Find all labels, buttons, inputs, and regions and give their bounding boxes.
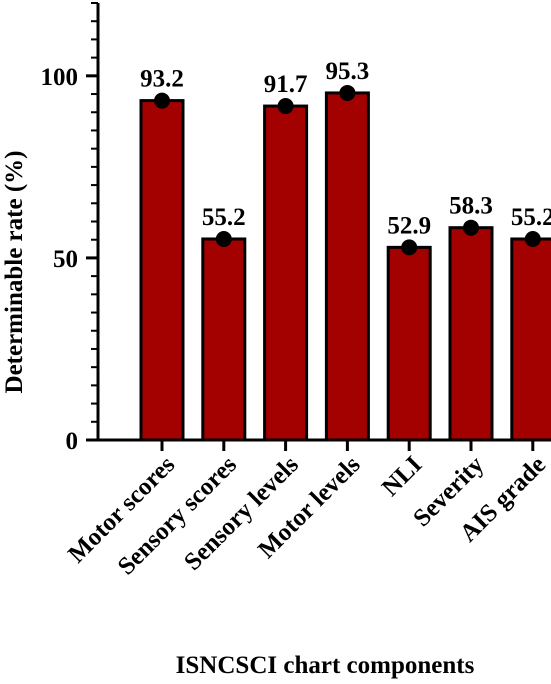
data-point-marker xyxy=(339,84,356,101)
data-label: 55.2 xyxy=(202,204,246,231)
y-axis-label: Determinable rate (%) xyxy=(1,151,28,394)
x-axis-label: ISNCSCI chart components xyxy=(176,652,475,679)
data-label: 91.7 xyxy=(264,71,308,98)
bar xyxy=(139,99,185,442)
bars xyxy=(139,84,551,442)
data-label: 58.3 xyxy=(449,193,493,220)
y-tick-label: 50 xyxy=(53,246,78,273)
data-point-marker xyxy=(277,98,294,115)
bar xyxy=(201,237,247,442)
data-label: 95.3 xyxy=(326,58,370,85)
bar xyxy=(448,226,494,442)
data-point-marker xyxy=(401,239,418,256)
bar xyxy=(386,245,432,442)
bar xyxy=(263,104,309,442)
x-tick-label: Motor scores xyxy=(63,451,180,568)
data-label: 55.2 xyxy=(511,204,551,231)
data-point-marker xyxy=(215,230,232,247)
bar xyxy=(324,91,370,442)
data-point-marker xyxy=(154,92,170,109)
data-point-marker xyxy=(524,230,541,247)
data-label: 52.9 xyxy=(387,212,431,239)
data-label: 93.2 xyxy=(140,66,184,93)
bar xyxy=(510,237,551,442)
x-tick-label: NLI xyxy=(377,451,428,502)
y-tick-label: 100 xyxy=(41,64,79,91)
data-point-marker xyxy=(463,219,479,236)
data-labels: 93.2 55.2 91.7 95.3 52.9 58.3 55.2 xyxy=(140,58,551,239)
y-tick-label: 0 xyxy=(66,428,79,455)
